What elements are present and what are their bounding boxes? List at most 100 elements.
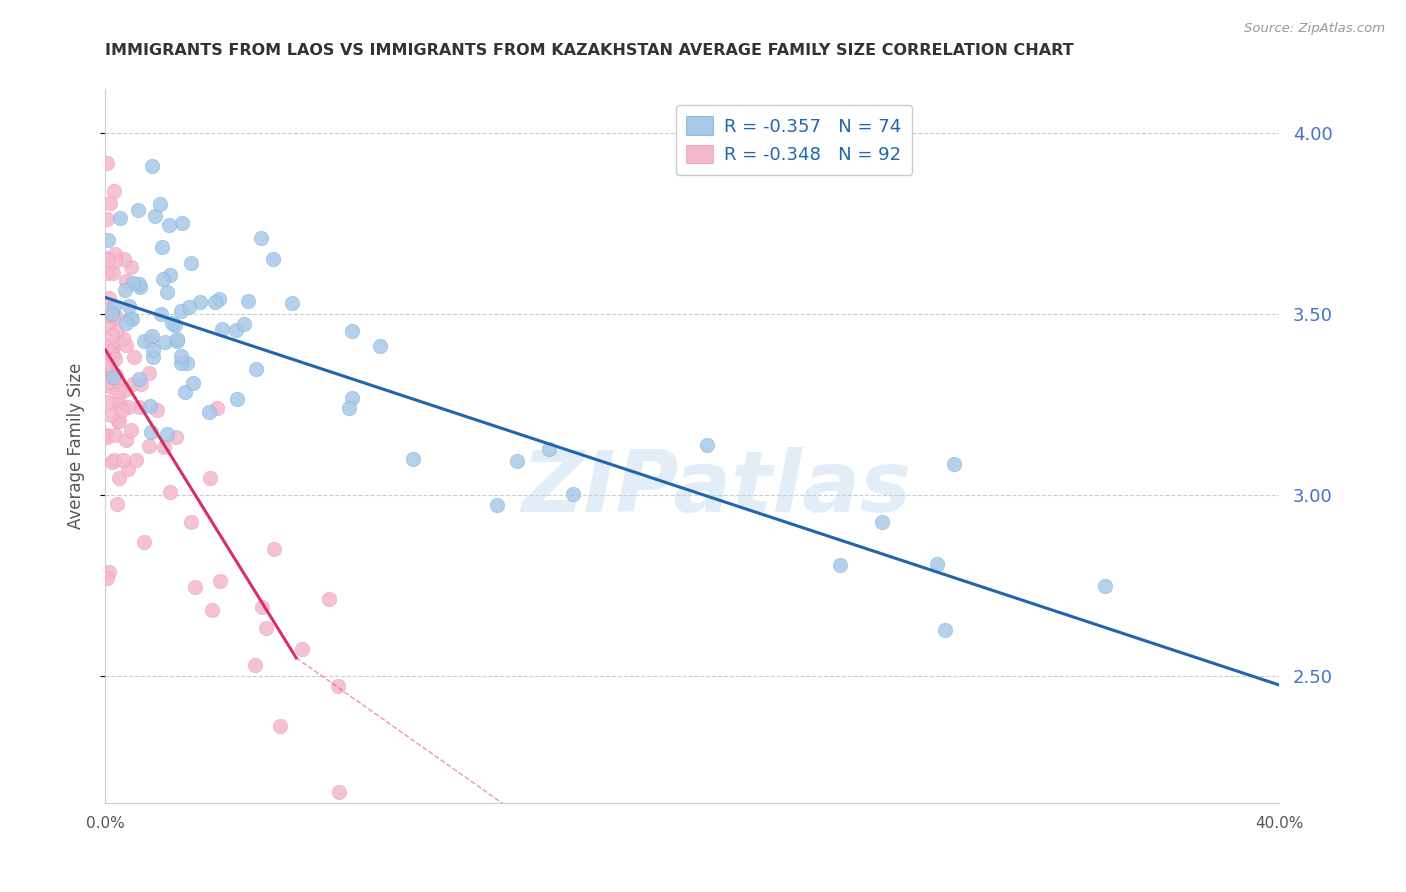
Point (142, 343, 165, 358)
Point (134, 334, 156, 348)
Point (180, 515, 202, 529)
Point (128, 372, 150, 386)
Point (96, 375, 118, 389)
Point (96, 302, 118, 317)
Point (245, 657, 267, 672)
Point (104, 352, 127, 367)
Point (870, 515, 893, 529)
Point (122, 377, 145, 392)
Point (105, 497, 128, 511)
Point (198, 405, 221, 419)
Point (225, 323, 247, 337)
Point (96, 428, 118, 442)
Point (173, 385, 195, 400)
Point (318, 591, 340, 606)
Point (233, 317, 256, 331)
Point (120, 260, 142, 275)
Point (96, 430, 118, 444)
Point (254, 621, 277, 635)
Point (250, 231, 273, 245)
Point (105, 375, 128, 389)
Point (696, 438, 718, 452)
Point (112, 252, 135, 266)
Legend: R = -0.357   N = 74, R = -0.348   N = 92: R = -0.357 N = 74, R = -0.348 N = 92 (675, 105, 912, 175)
Point (100, 408, 122, 422)
Point (402, 452, 425, 467)
Point (96, 358, 118, 372)
Point (342, 324, 364, 338)
Point (112, 331, 135, 345)
Point (107, 393, 129, 408)
Point (927, 557, 949, 571)
Y-axis label: Average Family Size: Average Family Size (66, 363, 84, 529)
Point (96, 395, 118, 409)
Point (114, 433, 136, 447)
Point (111, 402, 134, 417)
Point (101, 307, 124, 321)
Point (139, 333, 162, 347)
Point (100, 455, 122, 469)
Point (245, 362, 267, 376)
Point (250, 599, 273, 614)
Point (157, 219, 180, 233)
Point (152, 272, 174, 286)
Point (101, 328, 124, 343)
Point (211, 322, 233, 336)
Point (149, 196, 172, 211)
Point (562, 487, 585, 501)
Point (170, 356, 193, 370)
Point (96, 360, 118, 375)
Point (98, 375, 121, 389)
Point (328, 785, 350, 799)
Point (96, 266, 118, 280)
Point (370, 338, 392, 352)
Point (117, 462, 139, 476)
Point (105, 310, 128, 324)
Point (142, 350, 165, 364)
Point (163, 318, 186, 333)
Point (96, 319, 118, 334)
Point (188, 294, 211, 309)
Point (101, 368, 124, 383)
Point (117, 400, 139, 414)
Point (129, 280, 152, 294)
Point (262, 252, 284, 266)
Point (100, 344, 122, 359)
Point (97, 565, 120, 579)
Text: IMMIGRANTS FROM LAOS VS IMMIGRANTS FROM KAZAKHSTAN AVERAGE FAMILY SIZE CORRELATI: IMMIGRANTS FROM LAOS VS IMMIGRANTS FROM … (105, 43, 1074, 58)
Point (263, 542, 285, 557)
Point (204, 295, 226, 310)
Point (143, 209, 166, 223)
Point (103, 266, 125, 280)
Point (208, 292, 231, 306)
Point (103, 310, 125, 324)
Point (96, 571, 118, 585)
Point (104, 325, 127, 339)
Point (337, 401, 360, 415)
Point (115, 316, 138, 330)
Point (98, 372, 121, 386)
Point (96, 253, 118, 268)
Point (120, 311, 142, 326)
Point (1094, 579, 1116, 593)
Point (103, 341, 125, 355)
Point (145, 402, 167, 417)
Point (122, 276, 145, 290)
Point (176, 356, 198, 370)
Point (101, 348, 124, 362)
Point (103, 246, 125, 260)
Point (108, 397, 131, 411)
Point (108, 414, 131, 428)
Point (170, 350, 193, 364)
Text: Source: ZipAtlas.com: Source: ZipAtlas.com (1244, 22, 1385, 36)
Point (97, 344, 120, 359)
Point (138, 440, 160, 454)
Point (107, 414, 129, 428)
Point (128, 400, 150, 414)
Point (96, 251, 118, 265)
Point (281, 295, 304, 310)
Point (132, 534, 155, 549)
Point (165, 429, 187, 443)
Point (114, 383, 136, 397)
Point (98, 195, 121, 210)
